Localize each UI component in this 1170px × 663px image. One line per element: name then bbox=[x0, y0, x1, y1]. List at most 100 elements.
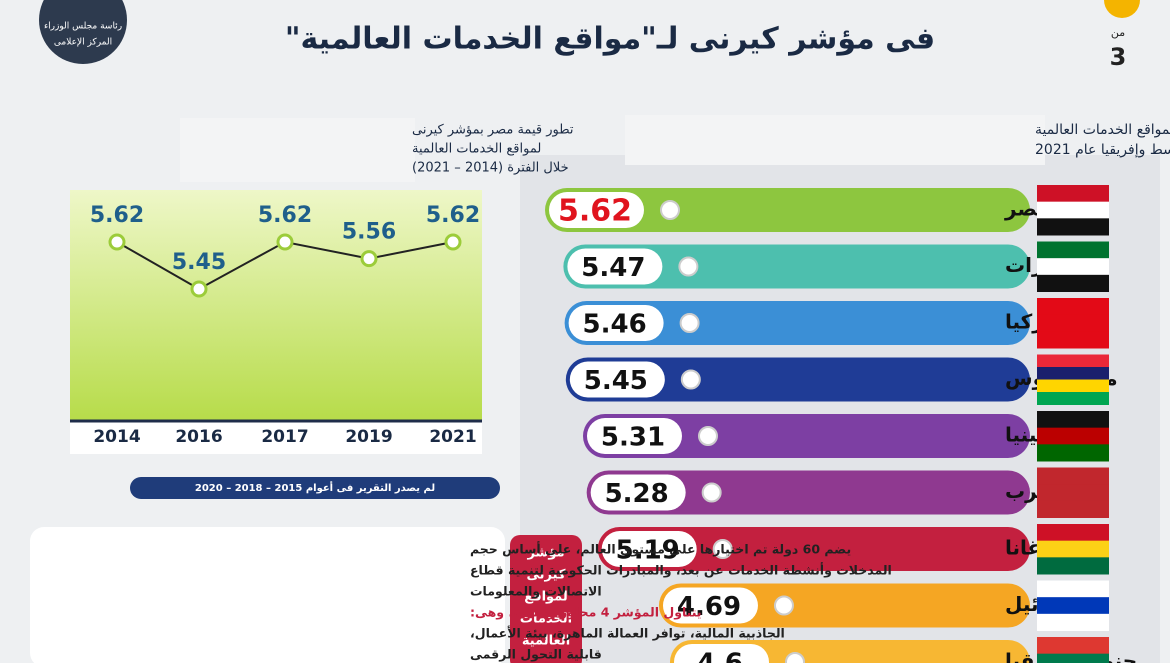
value-label: 5.47 bbox=[581, 253, 645, 283]
page-of: من bbox=[1111, 26, 1125, 39]
value-label: 5.62 bbox=[90, 203, 144, 228]
flag-stripe bbox=[1037, 597, 1109, 615]
axis-band bbox=[70, 420, 482, 454]
paragraph: الجاذبية المالية، توافر العمالة الماهرة،… bbox=[470, 626, 785, 641]
value-label: 5.31 bbox=[601, 423, 665, 453]
chart-title: تطور قيمة مصر بمؤشر كيرنى bbox=[412, 123, 574, 138]
chart-title: فى الشرق الأوسط وإفريقيا عام 2021 bbox=[1035, 140, 1170, 158]
value-label: 5.62 bbox=[558, 194, 632, 229]
knob bbox=[697, 426, 718, 446]
flag-stripe bbox=[1037, 580, 1109, 598]
info-box bbox=[30, 527, 505, 663]
paragraph: الاتصالات والمعلومات bbox=[470, 584, 602, 599]
knob bbox=[785, 652, 805, 663]
knob bbox=[712, 539, 733, 559]
value-pill bbox=[674, 644, 769, 663]
value-pill bbox=[601, 531, 697, 567]
bar bbox=[597, 527, 1030, 571]
side-text: مؤشر bbox=[526, 546, 564, 561]
knob bbox=[660, 200, 680, 220]
page-number: 3 bbox=[1110, 43, 1127, 71]
flag-stripe bbox=[1037, 557, 1109, 575]
flag-stripe bbox=[1037, 500, 1109, 518]
flag-stripe bbox=[1037, 314, 1109, 332]
value-label: 5.56 bbox=[342, 220, 396, 245]
bar bbox=[563, 244, 1030, 289]
point bbox=[444, 233, 462, 251]
logo-text: رئاسة مجلس الوزراء bbox=[44, 22, 122, 32]
category-label: غانا bbox=[1005, 536, 1041, 560]
note: لم يصدر التقرير فى أعوام 2015 – 2018 – 2… bbox=[195, 481, 435, 494]
flag-stripe bbox=[1037, 637, 1109, 655]
logo bbox=[39, 0, 127, 64]
flag-stripe bbox=[1037, 467, 1109, 485]
side-text: العالمية bbox=[522, 634, 570, 649]
flag-stripe bbox=[1037, 653, 1109, 663]
paragraph: المدخلات وأنشطة الخدمات عن بعد، والمبادر… bbox=[470, 562, 892, 578]
chart-title: ترتيب مصر بمؤشر كيرنى لمواقع الخدمات الع… bbox=[1035, 122, 1170, 138]
value-pill bbox=[567, 248, 663, 285]
flag-stripe bbox=[1037, 444, 1109, 462]
bar bbox=[545, 188, 1030, 232]
paragraph: يضم 60 دولة تم اختيارها على مستوى العالم… bbox=[470, 541, 851, 557]
note-pill bbox=[130, 477, 500, 499]
value-pill bbox=[549, 192, 644, 228]
value-label: 5.28 bbox=[605, 479, 669, 509]
paragraph: يتناول المؤشر 4 محاور رئيسية، وهى: bbox=[470, 605, 702, 620]
flag-stripe bbox=[1037, 201, 1109, 219]
flag-stripe bbox=[1037, 274, 1109, 292]
knob bbox=[701, 482, 722, 503]
x-tick-label: 2021 bbox=[429, 427, 476, 447]
x-tick-label: 2016 bbox=[175, 427, 222, 447]
paragraph: قابلية التحول الرقمى bbox=[470, 647, 602, 662]
side-text: الخدمات bbox=[520, 612, 572, 627]
title: فى مؤشر كيرنى لـ"مواقع الخدمات العالمية" bbox=[285, 22, 935, 57]
value-label: 5.46 bbox=[583, 310, 647, 340]
flag-stripe bbox=[1037, 354, 1109, 368]
value-pill bbox=[586, 418, 682, 454]
value-label: 5.62 bbox=[426, 203, 480, 228]
flag-stripe bbox=[1037, 331, 1109, 349]
flag-stripe bbox=[1037, 411, 1109, 429]
point bbox=[108, 233, 126, 251]
logo-text: المركز الإعلامى bbox=[54, 38, 112, 48]
flag-stripe bbox=[1037, 298, 1109, 316]
value-label: 5.45 bbox=[172, 250, 226, 275]
chart-title-box bbox=[180, 118, 415, 182]
knob bbox=[678, 256, 699, 277]
x-tick-label: 2019 bbox=[345, 427, 392, 447]
flag-stripe bbox=[1037, 540, 1109, 558]
chart-title: لمواقع الخدمات العالمية bbox=[412, 142, 541, 157]
value-pill bbox=[590, 474, 686, 511]
bar bbox=[586, 470, 1030, 515]
x-tick-label: 2017 bbox=[261, 427, 308, 447]
value-label: 5.62 bbox=[258, 203, 312, 228]
value-label: 4.6 bbox=[697, 649, 743, 663]
flag-stripe bbox=[1037, 258, 1109, 276]
side-text: كيرنى bbox=[527, 568, 566, 583]
point bbox=[276, 233, 294, 251]
side-box bbox=[510, 535, 582, 663]
value-label: 5.19 bbox=[616, 536, 680, 566]
value-label: 5.45 bbox=[584, 366, 648, 396]
value-label: 4.69 bbox=[677, 592, 741, 622]
knob bbox=[680, 369, 701, 390]
knob bbox=[679, 313, 700, 333]
chart-title: خلال الفترة (2014 – 2021) bbox=[412, 161, 569, 176]
value-pill bbox=[662, 587, 758, 624]
value-pill bbox=[568, 305, 664, 341]
point bbox=[360, 250, 378, 268]
x-tick-label: 2014 bbox=[93, 427, 140, 447]
flag-stripe bbox=[1037, 427, 1109, 445]
bar-title-box bbox=[625, 115, 1045, 165]
bar bbox=[564, 301, 1030, 345]
value-pill bbox=[569, 361, 665, 398]
flag-stripe bbox=[1037, 185, 1109, 203]
flag-stripe bbox=[1037, 218, 1109, 236]
point bbox=[190, 280, 208, 298]
flag-stripe bbox=[1037, 367, 1109, 380]
flag-stripe bbox=[1037, 241, 1109, 259]
bar bbox=[565, 357, 1030, 402]
knob bbox=[773, 595, 794, 616]
